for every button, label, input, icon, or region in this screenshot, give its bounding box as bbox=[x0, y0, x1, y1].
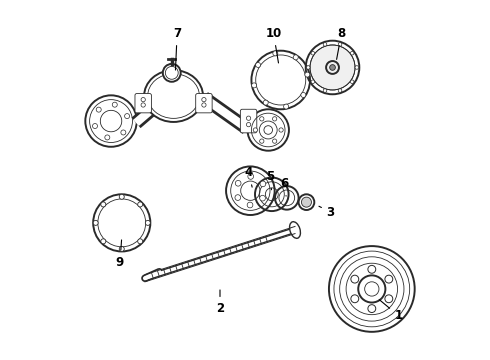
Text: 2: 2 bbox=[216, 290, 224, 315]
Circle shape bbox=[247, 202, 253, 208]
Circle shape bbox=[310, 45, 355, 90]
Circle shape bbox=[323, 89, 327, 93]
Circle shape bbox=[351, 295, 359, 303]
Circle shape bbox=[330, 64, 335, 70]
Circle shape bbox=[293, 55, 298, 60]
Circle shape bbox=[256, 63, 261, 67]
Circle shape bbox=[368, 305, 376, 312]
FancyBboxPatch shape bbox=[135, 94, 151, 113]
Text: 4: 4 bbox=[245, 166, 253, 187]
Circle shape bbox=[253, 128, 258, 132]
Circle shape bbox=[260, 195, 266, 201]
Circle shape bbox=[350, 80, 354, 84]
Circle shape bbox=[119, 194, 124, 199]
Circle shape bbox=[284, 104, 289, 109]
Text: 10: 10 bbox=[266, 27, 282, 63]
Text: 5: 5 bbox=[266, 170, 274, 190]
Ellipse shape bbox=[290, 222, 300, 238]
Circle shape bbox=[138, 202, 143, 207]
Circle shape bbox=[260, 181, 266, 187]
Circle shape bbox=[273, 51, 278, 56]
Text: 8: 8 bbox=[337, 27, 345, 59]
FancyBboxPatch shape bbox=[241, 109, 257, 133]
Circle shape bbox=[251, 83, 257, 88]
Circle shape bbox=[119, 247, 124, 251]
Circle shape bbox=[272, 139, 277, 143]
Circle shape bbox=[368, 265, 376, 273]
Circle shape bbox=[305, 72, 310, 77]
Text: 6: 6 bbox=[280, 177, 289, 196]
Circle shape bbox=[351, 275, 359, 283]
Circle shape bbox=[338, 42, 342, 46]
Circle shape bbox=[146, 220, 150, 225]
Circle shape bbox=[338, 89, 342, 93]
Text: 7: 7 bbox=[173, 27, 181, 70]
Circle shape bbox=[112, 102, 117, 107]
Circle shape bbox=[385, 295, 393, 303]
Circle shape bbox=[93, 220, 98, 225]
Circle shape bbox=[350, 51, 354, 55]
Circle shape bbox=[96, 107, 101, 112]
Circle shape bbox=[311, 80, 315, 84]
Circle shape bbox=[124, 114, 129, 118]
Circle shape bbox=[301, 197, 312, 207]
Circle shape bbox=[163, 64, 181, 82]
Circle shape bbox=[279, 128, 283, 132]
Circle shape bbox=[248, 174, 253, 179]
Circle shape bbox=[272, 117, 277, 121]
Circle shape bbox=[105, 135, 110, 140]
Circle shape bbox=[235, 180, 241, 186]
Text: 1: 1 bbox=[379, 300, 403, 322]
Ellipse shape bbox=[144, 70, 203, 122]
Circle shape bbox=[301, 93, 306, 98]
Text: 3: 3 bbox=[319, 206, 335, 219]
Circle shape bbox=[311, 51, 315, 55]
Circle shape bbox=[121, 130, 126, 135]
Text: 9: 9 bbox=[116, 240, 124, 269]
Circle shape bbox=[355, 66, 359, 69]
Circle shape bbox=[323, 42, 327, 46]
Circle shape bbox=[385, 275, 393, 283]
Circle shape bbox=[306, 66, 310, 69]
FancyBboxPatch shape bbox=[196, 94, 212, 113]
Circle shape bbox=[235, 195, 241, 201]
Circle shape bbox=[101, 202, 106, 207]
Circle shape bbox=[260, 139, 264, 143]
Circle shape bbox=[93, 123, 98, 129]
Circle shape bbox=[101, 239, 106, 244]
Circle shape bbox=[260, 117, 264, 121]
Circle shape bbox=[263, 100, 268, 105]
Circle shape bbox=[138, 239, 143, 244]
